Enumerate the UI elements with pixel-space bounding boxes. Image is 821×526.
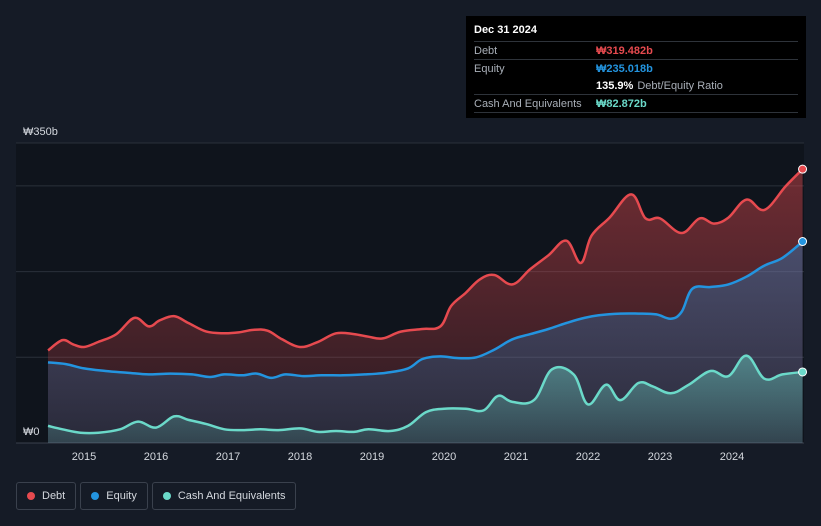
y-axis-top-label: ₩350b	[23, 126, 58, 138]
x-tick-label-2016: 2016	[144, 451, 168, 463]
tooltip-date: Dec 31 2024	[474, 24, 537, 36]
legend-item-cash[interactable]: Cash And Equivalents	[151, 482, 297, 510]
tooltip-ratio-label: Debt/Equity Ratio	[637, 80, 723, 92]
tooltip-cash-row: Cash And Equivalents ₩82.872b	[474, 94, 798, 113]
cash-endpoint-marker	[798, 367, 808, 377]
tooltip-equity-row: Equity ₩235.018b	[474, 59, 798, 77]
equity-endpoint-marker	[798, 237, 808, 247]
tooltip-debt-label: Debt	[474, 45, 498, 57]
cash-dot-icon	[162, 492, 171, 500]
legend-debt-label: Debt	[42, 490, 66, 502]
cash-area	[48, 355, 803, 443]
x-tick-label-2022: 2022	[576, 451, 600, 463]
tooltip-equity-value: ₩235.018b	[596, 63, 653, 75]
tooltip-ratio-row: 135.9% Debt/Equity Ratio	[474, 77, 798, 94]
debt-endpoint-marker	[798, 164, 808, 174]
legend-equity-label: Equity	[106, 490, 137, 502]
legend-cash-label: Cash And Equivalents	[177, 490, 286, 502]
x-tick-label-2024: 2024	[720, 451, 744, 463]
tooltip-debt-row: Debt ₩319.482b	[474, 41, 798, 59]
cash-line	[47, 354, 803, 435]
equity-dot-icon	[91, 492, 100, 500]
x-tick-label-2021: 2021	[504, 451, 528, 463]
x-axis-ticks: 2015 2016 2017 2018 2019 2020 2021 2022 2023 2024	[72, 451, 744, 463]
x-tick-label-2020: 2020	[432, 451, 456, 463]
tooltip-cash-label: Cash And Equivalents	[474, 98, 582, 110]
tooltip-debt-value: ₩319.482b	[596, 45, 653, 57]
tooltip-equity-label: Equity	[474, 63, 505, 75]
x-tick-label-2023: 2023	[648, 451, 672, 463]
tooltip-cash-value: ₩82.872b	[596, 98, 647, 110]
debt-line	[47, 168, 804, 352]
x-tick-label-2017: 2017	[216, 451, 240, 463]
x-tick-label-2019: 2019	[360, 451, 384, 463]
x-tick-label-2015: 2015	[72, 451, 96, 463]
debt-dot-icon	[27, 492, 35, 500]
legend-item-equity[interactable]: Equity	[80, 482, 148, 510]
tooltip-ratio-value: 135.9%	[596, 80, 634, 92]
tooltip-panel: Dec 31 2024 Debt ₩319.482b Equity ₩235.0…	[466, 16, 806, 118]
legend-item-debt[interactable]: Debt	[16, 482, 77, 510]
equity-line	[47, 240, 804, 380]
y-axis-bottom-label: ₩0	[23, 426, 40, 438]
chart-legend: Debt Equity Cash And Equivalents	[16, 482, 297, 510]
x-tick-label-2018: 2018	[288, 451, 312, 463]
